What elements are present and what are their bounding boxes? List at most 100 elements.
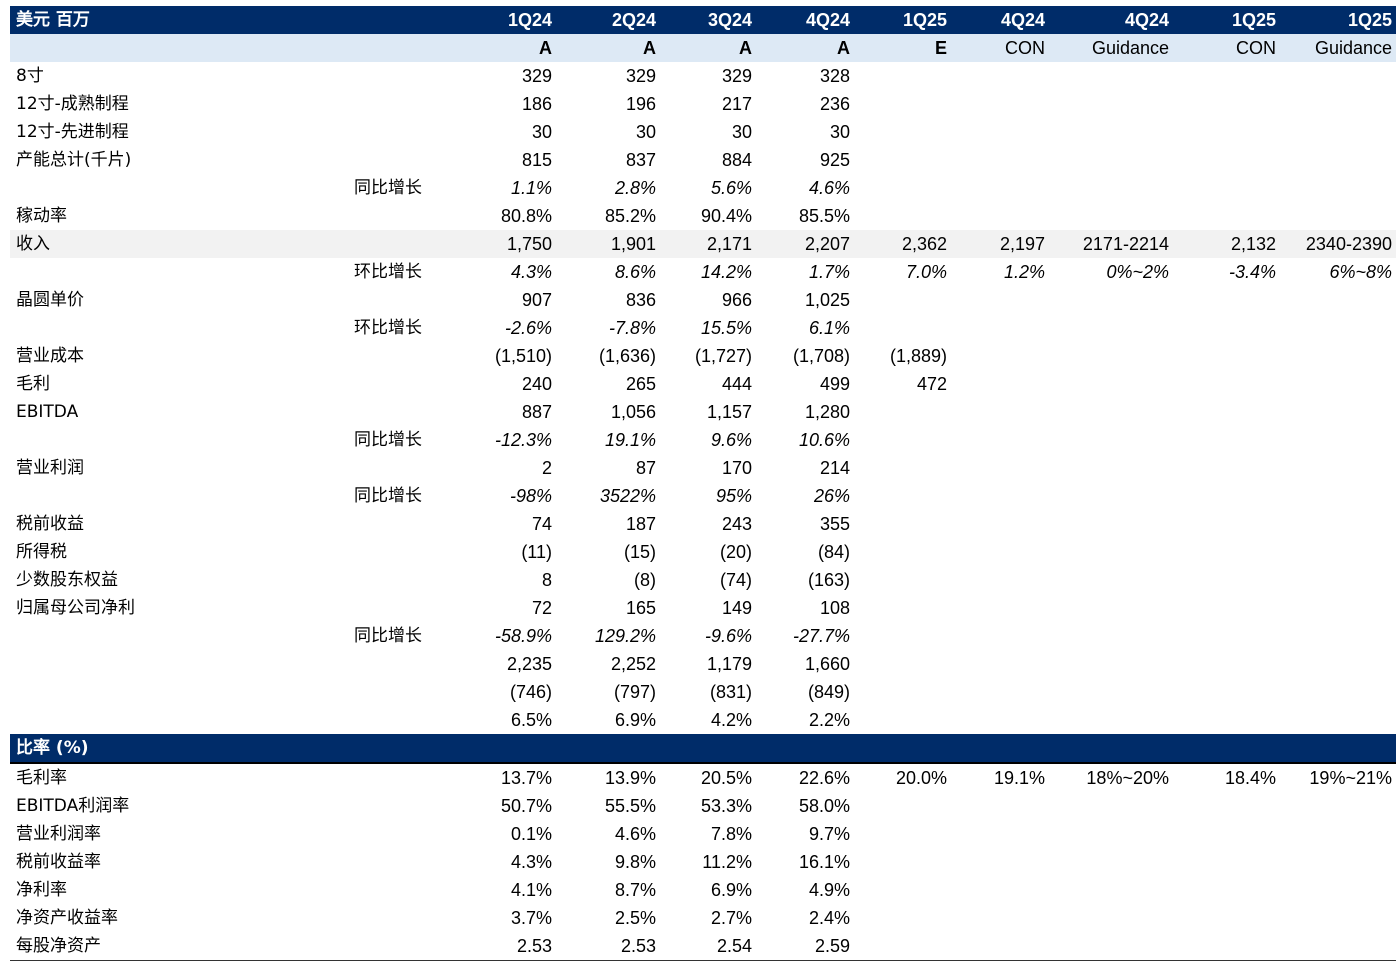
table-row: 所得税 (11) (15) (20) (84) bbox=[10, 538, 1396, 566]
row-value bbox=[1173, 174, 1280, 202]
row-value: 2,171 bbox=[660, 230, 756, 258]
row-value: -12.3% bbox=[494, 430, 552, 450]
row-value: -98% bbox=[509, 486, 552, 506]
row-value bbox=[951, 566, 1049, 594]
row-value bbox=[1173, 118, 1280, 146]
row-sublabel bbox=[350, 594, 450, 622]
row-sublabel bbox=[350, 398, 450, 426]
ratio-row: 净利率 4.1% 8.7% 6.9% 4.9% bbox=[10, 876, 1396, 904]
row-value bbox=[951, 398, 1049, 426]
ratio-value: 20.5% bbox=[660, 762, 756, 792]
row-sublabel: 同比增长 bbox=[354, 486, 422, 506]
row-value: 72 bbox=[531, 598, 552, 618]
ratio-value bbox=[1280, 792, 1396, 820]
row-sublabel bbox=[350, 820, 450, 848]
row-value bbox=[951, 118, 1049, 146]
ratio-value: 4.3% bbox=[510, 852, 552, 872]
row-value: 1,056 bbox=[610, 402, 656, 422]
row-value bbox=[1280, 90, 1396, 118]
row-value bbox=[1173, 650, 1280, 678]
row-value bbox=[1280, 650, 1396, 678]
row-value: 4.3% bbox=[510, 262, 552, 282]
row-value: (849) bbox=[807, 682, 850, 702]
row-value bbox=[1173, 566, 1280, 594]
row-value: 2,252 bbox=[610, 654, 656, 674]
row-value: (1,636) bbox=[598, 346, 656, 366]
header-spacer bbox=[350, 6, 450, 34]
row-value: 6.1% bbox=[808, 318, 850, 338]
row-value bbox=[951, 342, 1049, 370]
table-row: 同比增长 -12.3% 19.1% 9.6% 10.6% bbox=[10, 426, 1396, 454]
row-value bbox=[854, 118, 951, 146]
ratio-label: EBITDA利润率 bbox=[16, 796, 130, 816]
row-sublabel: 同比增长 bbox=[354, 430, 422, 450]
row-label: 所得税 bbox=[16, 542, 67, 562]
table-row: 同比增长 -98% 3522% 95% 26% bbox=[10, 482, 1396, 510]
row-sublabel: 同比增长 bbox=[354, 178, 422, 198]
row-value bbox=[1280, 146, 1396, 174]
ratio-value: 6.9% bbox=[710, 880, 752, 900]
row-sublabel bbox=[350, 62, 450, 90]
header-type: E bbox=[854, 34, 951, 62]
row-value bbox=[951, 146, 1049, 174]
row-value bbox=[1280, 398, 1396, 426]
row-value bbox=[1049, 678, 1173, 706]
row-sublabel bbox=[350, 706, 450, 734]
ratio-value: 53.3% bbox=[700, 796, 752, 816]
row-value bbox=[1280, 594, 1396, 622]
row-value bbox=[1049, 202, 1173, 230]
table-row: 税前收益 74 187 243 355 bbox=[10, 510, 1396, 538]
row-value: 472 bbox=[916, 374, 947, 394]
row-value bbox=[1280, 706, 1396, 734]
row-label: 收入 bbox=[10, 230, 350, 258]
row-sublabel bbox=[350, 650, 450, 678]
table-row: 少数股东权益 8 (8) (74) (163) bbox=[10, 566, 1396, 594]
row-value: (163) bbox=[807, 570, 850, 590]
row-value bbox=[854, 426, 951, 454]
row-value: -3.4% bbox=[1228, 262, 1276, 282]
ratio-value bbox=[951, 820, 1049, 848]
unit-label: 美元 百万 bbox=[10, 6, 350, 34]
row-value bbox=[951, 370, 1049, 398]
ratio-value: 8.7% bbox=[614, 880, 656, 900]
row-value bbox=[854, 566, 951, 594]
table-row: 同比增长 1.1% 2.8% 5.6% 4.6% bbox=[10, 174, 1396, 202]
row-value: 329 bbox=[625, 66, 656, 86]
row-value bbox=[854, 174, 951, 202]
row-value: 19.1% bbox=[604, 430, 656, 450]
row-sublabel: 环比增长 bbox=[354, 318, 422, 338]
table-row: 毛利 240 265 444 499 472 bbox=[10, 370, 1396, 398]
header-quarter: 2Q24 bbox=[556, 6, 660, 34]
row-value: 2 bbox=[541, 458, 552, 478]
ratio-value bbox=[1280, 932, 1396, 961]
row-value bbox=[1173, 678, 1280, 706]
ratio-value bbox=[1049, 932, 1173, 961]
ratio-value bbox=[1173, 820, 1280, 848]
table-row: 晶圆单价 907 836 966 1,025 bbox=[10, 286, 1396, 314]
ratio-value bbox=[1049, 876, 1173, 904]
row-value bbox=[1049, 594, 1173, 622]
row-value: 5.6% bbox=[710, 178, 752, 198]
header-type: A bbox=[450, 34, 556, 62]
row-sublabel: 环比增长 bbox=[354, 262, 422, 282]
row-value bbox=[951, 650, 1049, 678]
row-value: 2,207 bbox=[756, 230, 854, 258]
row-sublabel bbox=[350, 230, 450, 258]
row-label: 8寸 bbox=[16, 66, 44, 86]
header-quarter: 3Q24 bbox=[660, 6, 756, 34]
header-quarter: 1Q25 bbox=[1280, 6, 1396, 34]
row-value: 26% bbox=[813, 486, 850, 506]
row-value: 1,179 bbox=[706, 654, 752, 674]
row-value bbox=[1280, 482, 1396, 510]
row-value: 1,901 bbox=[556, 230, 660, 258]
row-value: 2,197 bbox=[951, 230, 1049, 258]
ratio-value: 4.1% bbox=[510, 880, 552, 900]
row-label: 少数股东权益 bbox=[16, 570, 118, 590]
row-value bbox=[1049, 342, 1173, 370]
row-sublabel bbox=[350, 904, 450, 932]
row-value: 7.0% bbox=[905, 262, 947, 282]
row-value bbox=[1173, 622, 1280, 650]
ratio-value: 9.7% bbox=[808, 824, 850, 844]
row-value: -9.6% bbox=[704, 626, 752, 646]
row-value bbox=[1173, 426, 1280, 454]
